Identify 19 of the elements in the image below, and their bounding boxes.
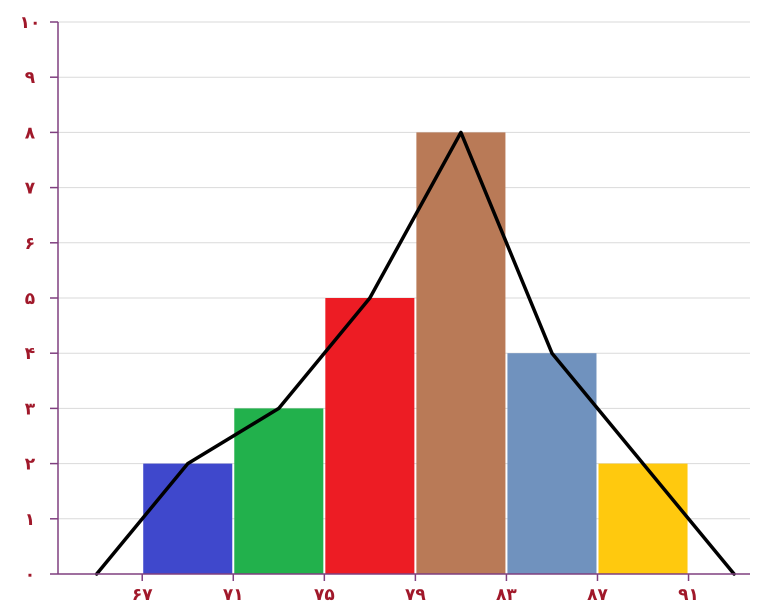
x-tick-label: ۷۵: [314, 585, 335, 605]
x-tick-label: ۷۹: [405, 585, 426, 605]
y-tick-label: ۱: [24, 510, 36, 530]
y-tick-label: ۹: [24, 68, 36, 88]
y-tick-label: ۸: [24, 123, 36, 144]
x-tick-label: ۸۳: [496, 585, 518, 605]
y-tick-label: ۱۰: [20, 12, 40, 33]
y-tick-label: ۳: [24, 399, 36, 420]
y-tick-label: ۰: [24, 564, 36, 585]
y-tick-label: ۷: [24, 178, 36, 199]
y-tick-label: ۶: [24, 234, 36, 254]
x-tick-label: ۷۱: [222, 585, 244, 605]
x-tick-label: ۶۷: [132, 585, 154, 605]
x-tick-label: ۹۱: [678, 585, 699, 605]
y-tick-label: ۵: [24, 288, 36, 309]
x-tick-label: ۸۷: [587, 585, 608, 605]
y-tick-label: ۲: [24, 454, 36, 475]
line-series: [94, 130, 736, 576]
y-tick-label: ۴: [24, 344, 36, 364]
